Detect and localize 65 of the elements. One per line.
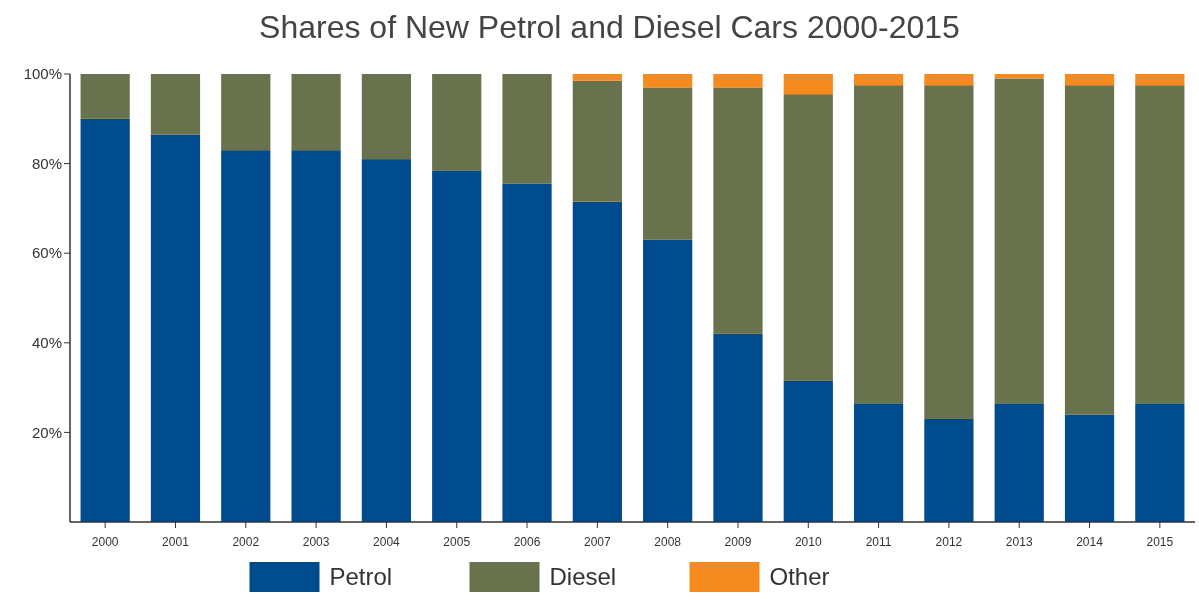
bar — [432, 170, 482, 522]
bar — [502, 183, 552, 522]
bar — [432, 74, 482, 171]
legend-label: Petrol — [329, 563, 393, 591]
bar — [924, 85, 974, 419]
bar — [1064, 74, 1115, 86]
y-tick-label: 60% — [31, 244, 62, 262]
bar — [291, 74, 341, 151]
bar — [713, 87, 763, 334]
legend-label: Other — [769, 563, 830, 591]
bar — [1064, 85, 1115, 415]
bar — [643, 239, 693, 522]
x-tick-label: 2012 — [935, 535, 963, 549]
bar — [221, 74, 271, 151]
x-tick-label: 2004 — [373, 535, 401, 549]
bar — [713, 74, 763, 88]
bar — [783, 380, 833, 522]
bar — [361, 74, 412, 160]
x-tick-label: 2003 — [302, 535, 330, 549]
x-tick-label: 2006 — [513, 535, 541, 549]
x-tick-label: 2000 — [91, 535, 119, 549]
x-tick-label: 2014 — [1076, 535, 1104, 549]
bar — [150, 74, 201, 135]
bar — [924, 74, 974, 86]
chart-title: Shares of New Petrol and Diesel Cars 2000-2015 — [259, 9, 960, 45]
bar — [502, 74, 552, 184]
bar — [150, 134, 201, 522]
bar — [80, 118, 130, 522]
bar — [572, 80, 622, 202]
bar — [994, 403, 1044, 522]
bar — [1135, 85, 1185, 404]
bar — [572, 201, 622, 522]
bar — [713, 333, 763, 522]
bar — [80, 74, 130, 119]
x-tick-label: 2005 — [443, 535, 471, 549]
x-tick-label: 2011 — [865, 535, 892, 549]
bar — [853, 85, 904, 404]
bar — [994, 78, 1044, 404]
bar — [572, 74, 622, 81]
y-tick-label: 20% — [31, 423, 62, 441]
bar — [221, 150, 271, 522]
bar — [643, 74, 693, 88]
x-tick-label: 2001 — [162, 535, 190, 549]
bar — [291, 150, 341, 522]
x-tick-label: 2008 — [654, 535, 682, 549]
y-tick-label: 100% — [23, 65, 62, 83]
bar — [1135, 403, 1185, 522]
x-tick-label: 2009 — [724, 535, 752, 549]
x-tick-label: 2002 — [232, 535, 260, 549]
bar — [783, 94, 833, 381]
bar — [853, 74, 904, 86]
bar — [853, 403, 904, 522]
x-tick-label: 2015 — [1146, 535, 1174, 549]
bar — [924, 418, 974, 522]
x-tick-label: 2013 — [1005, 535, 1033, 549]
bar — [783, 74, 833, 95]
legend-label: Diesel — [549, 563, 617, 591]
bar — [1135, 74, 1185, 86]
x-tick-label: 2007 — [583, 535, 612, 549]
y-tick-label: 80% — [31, 154, 62, 172]
bar — [643, 87, 693, 240]
y-tick-label: 40% — [31, 334, 62, 352]
bar — [361, 159, 412, 522]
x-tick-label: 2010 — [794, 535, 822, 549]
bar — [1064, 414, 1115, 522]
